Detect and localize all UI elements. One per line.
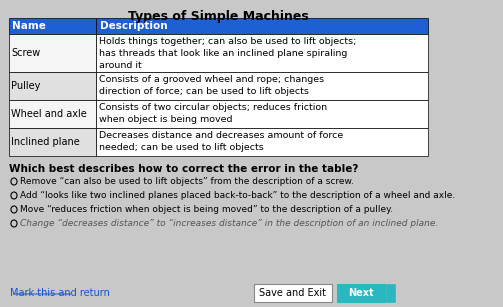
Bar: [337, 284, 385, 302]
Bar: [96, 100, 429, 128]
Text: Screw: Screw: [12, 48, 41, 58]
Text: Decreases distance and decreases amount of force
needed; can be used to lift obj: Decreases distance and decreases amount …: [99, 131, 343, 152]
Text: Wheel and axle: Wheel and axle: [12, 109, 87, 119]
Bar: [96, 34, 429, 72]
Bar: [9, 34, 96, 72]
Text: Types of Simple Machines: Types of Simple Machines: [128, 10, 309, 23]
Text: Which best describes how to correct the error in the table?: Which best describes how to correct the …: [9, 164, 358, 174]
Text: Add “looks like two inclined planes placed back-to-back” to the description of a: Add “looks like two inclined planes plac…: [20, 191, 455, 200]
Text: Save and Exit: Save and Exit: [260, 288, 326, 298]
Bar: [96, 18, 429, 34]
Text: Move “reduces friction when object is being moved” to the description of a pulle: Move “reduces friction when object is be…: [20, 205, 393, 214]
Bar: [9, 18, 96, 34]
Bar: [386, 284, 395, 302]
Text: Mark this and return: Mark this and return: [11, 288, 110, 298]
Bar: [96, 128, 429, 156]
Text: Description: Description: [100, 21, 167, 31]
Text: Next: Next: [348, 288, 373, 298]
Text: Change “decreases distance” to “increases distance” in the description of an inc: Change “decreases distance” to “increase…: [20, 219, 438, 228]
Bar: [96, 72, 429, 100]
Bar: [9, 100, 96, 128]
Text: Consists of a grooved wheel and rope; changes
direction of force; can be used to: Consists of a grooved wheel and rope; ch…: [99, 75, 324, 96]
Text: Inclined plane: Inclined plane: [12, 137, 80, 147]
Bar: [254, 284, 332, 302]
Bar: [9, 72, 96, 100]
Bar: [9, 128, 96, 156]
Text: Holds things together; can also be used to lift objects;
has threads that look l: Holds things together; can also be used …: [99, 37, 356, 70]
Text: Pulley: Pulley: [12, 81, 41, 91]
Text: Name: Name: [12, 21, 46, 31]
Text: Remove “can also be used to lift objects” from the description of a screw.: Remove “can also be used to lift objects…: [20, 177, 354, 186]
Text: Consists of two circular objects; reduces friction
when object is being moved: Consists of two circular objects; reduce…: [99, 103, 327, 124]
